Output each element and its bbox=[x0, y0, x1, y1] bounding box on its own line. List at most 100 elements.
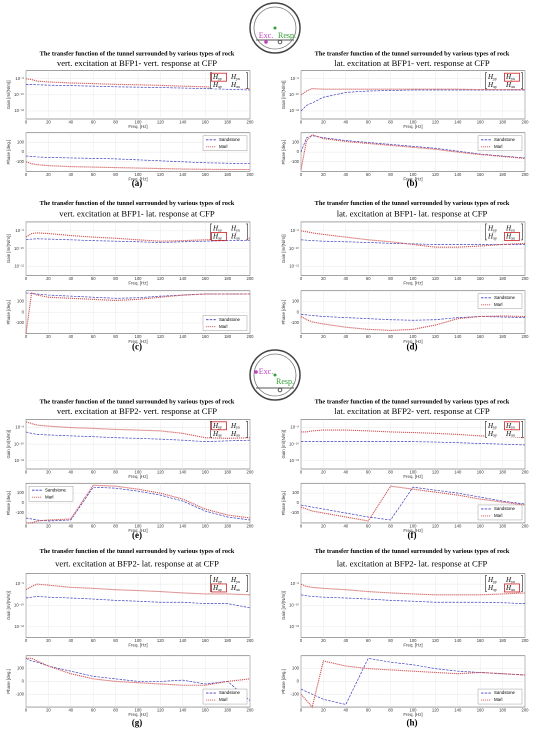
y-tick-label: 0 bbox=[297, 679, 300, 684]
x-tick-label: 180 bbox=[224, 276, 232, 281]
chart-subtitle: lat. excitation at BFP2- vert. response … bbox=[334, 406, 490, 416]
x-tick-label: 0 bbox=[300, 470, 303, 475]
x-tick-label: 160 bbox=[202, 638, 210, 643]
y-axis-label: Gain [m/(N/m)] bbox=[281, 80, 286, 109]
y-tick-label: 10⁻¹² bbox=[14, 458, 24, 463]
x-tick-label: 100 bbox=[410, 470, 418, 475]
series-line bbox=[300, 239, 525, 245]
matrix-symbol: H bbox=[230, 584, 237, 592]
matrix-entry: Hyx bbox=[230, 73, 240, 81]
y-tick-label: 0 bbox=[22, 679, 25, 684]
x-tick-label: 200 bbox=[522, 276, 530, 281]
x-tick-label: 140 bbox=[454, 708, 462, 713]
exc-label: Exc. bbox=[259, 31, 273, 40]
x-tick-label: 140 bbox=[179, 524, 187, 529]
x-tick-label: 60 bbox=[91, 276, 96, 281]
matrix-symbol: H bbox=[505, 421, 512, 429]
matrix-subscript: xx bbox=[235, 587, 240, 592]
legend-label: Sandstone bbox=[45, 487, 67, 492]
x-tick-label: 60 bbox=[366, 470, 371, 475]
series-line bbox=[25, 161, 250, 171]
x-tick-label: 0 bbox=[300, 172, 303, 177]
matrix-entry: Hxx bbox=[230, 232, 240, 240]
y-tick-label: -100 bbox=[291, 691, 300, 696]
x-tick-label: 60 bbox=[366, 638, 371, 643]
x-tick-label: 80 bbox=[388, 120, 393, 125]
x-tick-label: 0 bbox=[300, 276, 303, 281]
x-tick-label: 0 bbox=[25, 172, 28, 177]
y-tick-label: 10⁻¹² bbox=[289, 458, 299, 463]
y-tick-label: -100 bbox=[16, 691, 25, 696]
y-tick-label: 100 bbox=[292, 140, 300, 145]
y-axis-label: Phase [deg.] bbox=[281, 491, 286, 516]
legend-label: Marl bbox=[494, 697, 503, 702]
series-line bbox=[25, 292, 250, 299]
x-tick-label: 40 bbox=[343, 638, 348, 643]
x-tick-label: 20 bbox=[46, 470, 51, 475]
x-tick-label: 80 bbox=[113, 470, 118, 475]
x-tick-label: 80 bbox=[388, 334, 393, 339]
matrix-entry: Hyy bbox=[212, 224, 222, 232]
x-tick-label: 20 bbox=[46, 276, 51, 281]
x-tick-label: 20 bbox=[321, 470, 326, 475]
x-axis-label: Freq. [Hz] bbox=[403, 528, 422, 533]
x-tick-label: 120 bbox=[157, 172, 165, 177]
matrix-entry: Hyy bbox=[487, 224, 497, 232]
series-line bbox=[25, 238, 251, 243]
x-tick-label: 40 bbox=[343, 276, 348, 281]
y-tick-label: 10⁻¹⁰ bbox=[289, 246, 299, 251]
exc-label: Exc. bbox=[259, 367, 273, 376]
x-tick-label: 200 bbox=[247, 708, 255, 713]
y-tick-label: 10⁻¹⁰ bbox=[14, 92, 24, 97]
x-tick-label: 40 bbox=[68, 708, 73, 713]
x-tick-label: 120 bbox=[432, 276, 440, 281]
x-tick-label: 200 bbox=[522, 172, 530, 177]
y-axis-label: Gain [m/(N/m)] bbox=[281, 591, 286, 620]
chart-title: The transfer function of the tunnel surr… bbox=[315, 399, 510, 406]
legend-label: Marl bbox=[219, 697, 228, 702]
y-axis-label: Phase [deg.] bbox=[281, 300, 286, 325]
chart-title: The transfer function of the tunnel surr… bbox=[40, 548, 235, 555]
x-tick-label: 80 bbox=[113, 638, 118, 643]
x-tick-label: 40 bbox=[68, 334, 73, 339]
x-tick-label: 0 bbox=[25, 524, 28, 529]
y-tick-label: -100 bbox=[291, 159, 300, 164]
x-tick-label: 80 bbox=[388, 470, 393, 475]
x-tick-label: 100 bbox=[410, 638, 418, 643]
series-line bbox=[26, 84, 251, 91]
y-tick-label: 0 bbox=[22, 149, 25, 154]
matrix-highlight bbox=[211, 583, 227, 593]
legend-label: Sandstone bbox=[219, 690, 241, 695]
matrix-symbol: H bbox=[212, 421, 219, 429]
matrix-symbol: H bbox=[230, 429, 237, 437]
x-axis-label: Freq. [Hz] bbox=[403, 643, 422, 648]
matrix-subscript: xx bbox=[235, 84, 240, 89]
series-line bbox=[25, 596, 251, 609]
matrix-entry: Hxx bbox=[230, 584, 240, 592]
series-line bbox=[25, 421, 251, 439]
x-tick-label: 80 bbox=[388, 276, 393, 281]
x-tick-label: 120 bbox=[432, 334, 440, 339]
y-axis-label: Phase [deg.] bbox=[6, 669, 11, 694]
y-tick-label: 10⁻¹⁰ bbox=[14, 441, 24, 446]
matrix-entry: Hyy bbox=[487, 73, 497, 81]
y-axis-label: Phase [deg.] bbox=[6, 300, 11, 325]
x-tick-label: 100 bbox=[135, 334, 143, 339]
x-tick-label: 120 bbox=[432, 120, 440, 125]
series-line bbox=[300, 485, 526, 522]
x-tick-label: 140 bbox=[454, 334, 462, 339]
x-tick-label: 180 bbox=[499, 470, 507, 475]
panel-label: (f) bbox=[408, 530, 417, 540]
matrix-symbol: H bbox=[212, 73, 219, 81]
x-tick-label: 140 bbox=[454, 470, 462, 475]
x-tick-label: 100 bbox=[410, 524, 418, 529]
chart-title: The transfer function of the tunnel surr… bbox=[315, 200, 510, 207]
matrix-symbol: H bbox=[212, 429, 219, 437]
legend-label: Marl bbox=[219, 144, 228, 149]
x-tick-label: 140 bbox=[179, 470, 187, 475]
y-tick-label: 10⁻¹² bbox=[289, 624, 299, 629]
x-tick-label: 180 bbox=[499, 276, 507, 281]
x-tick-label: 100 bbox=[135, 708, 143, 713]
x-tick-label: 100 bbox=[135, 470, 143, 475]
